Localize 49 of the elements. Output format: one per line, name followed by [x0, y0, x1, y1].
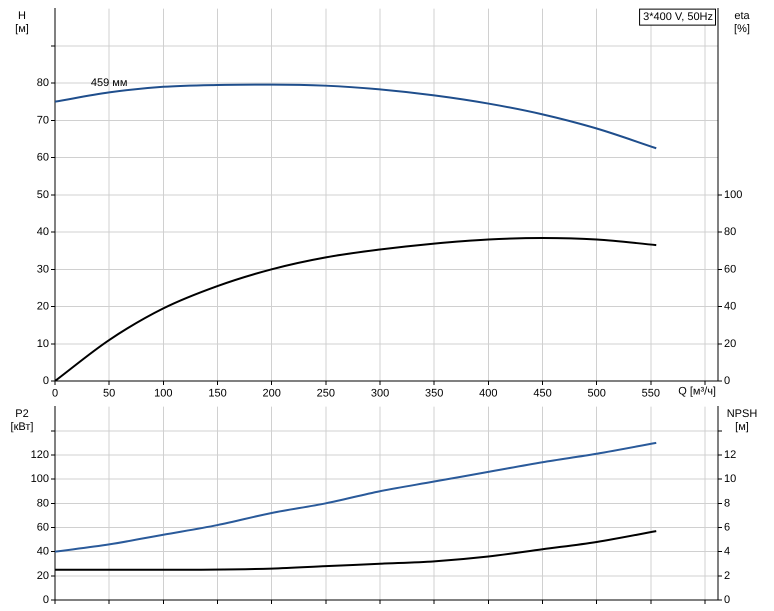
y-tick-label: 70 — [36, 114, 49, 126]
annotation: 459 мм — [90, 76, 128, 89]
y-axis-title: P2 [кВт] — [10, 408, 34, 434]
x-tick-label: 100 — [154, 388, 173, 400]
y-tick-label: 80 — [36, 497, 49, 510]
y-tick-label: 100 — [30, 473, 49, 486]
y2-tick-label: 4 — [724, 546, 730, 558]
y2-axis-title: eta [%] — [734, 10, 751, 36]
y-tick-label: 60 — [36, 522, 49, 534]
x-tick-label: 500 — [587, 388, 606, 400]
y-tick-label: 60 — [36, 152, 49, 164]
y2-tick-label: 2 — [724, 570, 730, 582]
x-tick-label: 200 — [262, 388, 281, 400]
y-tick-label: 50 — [36, 188, 49, 201]
x-tick-label: 550 — [642, 388, 660, 400]
y-tick-label: 30 — [36, 263, 49, 276]
y2-tick-label: 12 — [724, 448, 736, 461]
y-tick-label: 20 — [36, 300, 49, 313]
y2-tick-label: 80 — [724, 226, 736, 238]
y2-tick-label: 40 — [724, 300, 736, 313]
y-tick-label: 40 — [36, 226, 49, 238]
x-tick-label: 300 — [370, 388, 390, 400]
y-tick-label: 0 — [42, 375, 49, 388]
y2-axis-title: NPSH [м] — [726, 408, 758, 434]
y2-tick-label: 20 — [724, 338, 736, 350]
y2-tick-label: 100 — [724, 188, 742, 201]
y2-tick-label: 6 — [724, 522, 730, 534]
x-tick-label: 250 — [316, 388, 336, 400]
x-tick-label: 0 — [52, 388, 58, 400]
line-series — [55, 442, 658, 553]
y2-tick-label: 0 — [724, 594, 730, 606]
y-axis-title: H [м] — [15, 10, 29, 36]
y2-tick-label: 60 — [724, 263, 736, 276]
x-tick-label: 450 — [533, 388, 552, 400]
x-tick-label: 350 — [424, 388, 444, 400]
y-tick-label: 0 — [42, 594, 49, 606]
y-tick-label: 40 — [36, 546, 49, 558]
y2-tick-label: 0 — [724, 375, 730, 388]
y2-tick-label: 10 — [724, 473, 736, 486]
y-tick-label: 10 — [36, 338, 49, 350]
y-tick-label: 20 — [36, 570, 49, 582]
x-tick-label: 50 — [103, 388, 116, 400]
y2-tick-label: 8 — [724, 497, 730, 510]
y-tick-label: 80 — [36, 77, 49, 90]
x-tick-label: 400 — [479, 388, 498, 400]
y-tick-label: 120 — [30, 448, 49, 461]
x-tick-label: 150 — [208, 388, 227, 400]
x-axis-title: Q [м³/ч] — [678, 386, 716, 398]
annotation: 3*400 V, 50Hz — [643, 11, 714, 24]
